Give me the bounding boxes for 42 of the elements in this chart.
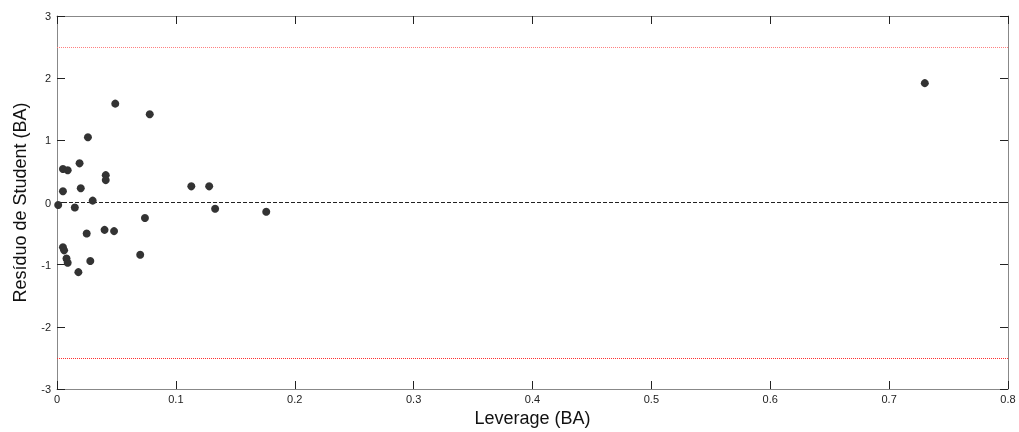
point [101, 176, 110, 185]
y-tick-label: 0 [44, 196, 51, 209]
point [145, 110, 154, 119]
y-tick-label: 1 [44, 134, 51, 147]
point [86, 256, 95, 265]
x-tick-label: 0.3 [405, 392, 422, 405]
y-tick-label: 3 [44, 10, 51, 22]
x-tick-label: 0.4 [524, 392, 541, 405]
point [211, 204, 220, 213]
point [262, 207, 271, 216]
y-tick-label: -1 [41, 258, 51, 271]
point [110, 227, 119, 236]
point [187, 182, 196, 191]
x-tick-label: 0.6 [762, 392, 778, 405]
y-tick-label: -2 [41, 320, 51, 333]
point [111, 99, 120, 108]
point [140, 214, 149, 223]
point [100, 225, 109, 234]
point [63, 258, 72, 267]
point [82, 229, 91, 238]
y-axis-title: Resíduo de Student (BA) [10, 102, 30, 303]
x-tick-label: 0.8 [1000, 392, 1016, 405]
point [76, 184, 85, 193]
y-tick-label: 2 [44, 72, 51, 85]
point [58, 187, 67, 196]
point [54, 200, 63, 209]
point [88, 196, 97, 205]
point [83, 133, 92, 142]
point [205, 182, 214, 191]
point [70, 203, 79, 212]
y-tick-label: -3 [41, 383, 51, 395]
x-tick-label: 0.5 [643, 392, 660, 405]
x-tick-label: 0.7 [881, 392, 897, 405]
x-axis-title: Leverage (BA) [474, 408, 591, 428]
x-tick-label: 0.1 [168, 392, 184, 405]
point [74, 268, 83, 277]
point [63, 166, 72, 175]
x-tick-label: 0.2 [287, 392, 303, 405]
point [75, 159, 84, 168]
x-tick-label: 0 [53, 392, 61, 405]
point [920, 79, 929, 88]
point [136, 250, 145, 259]
